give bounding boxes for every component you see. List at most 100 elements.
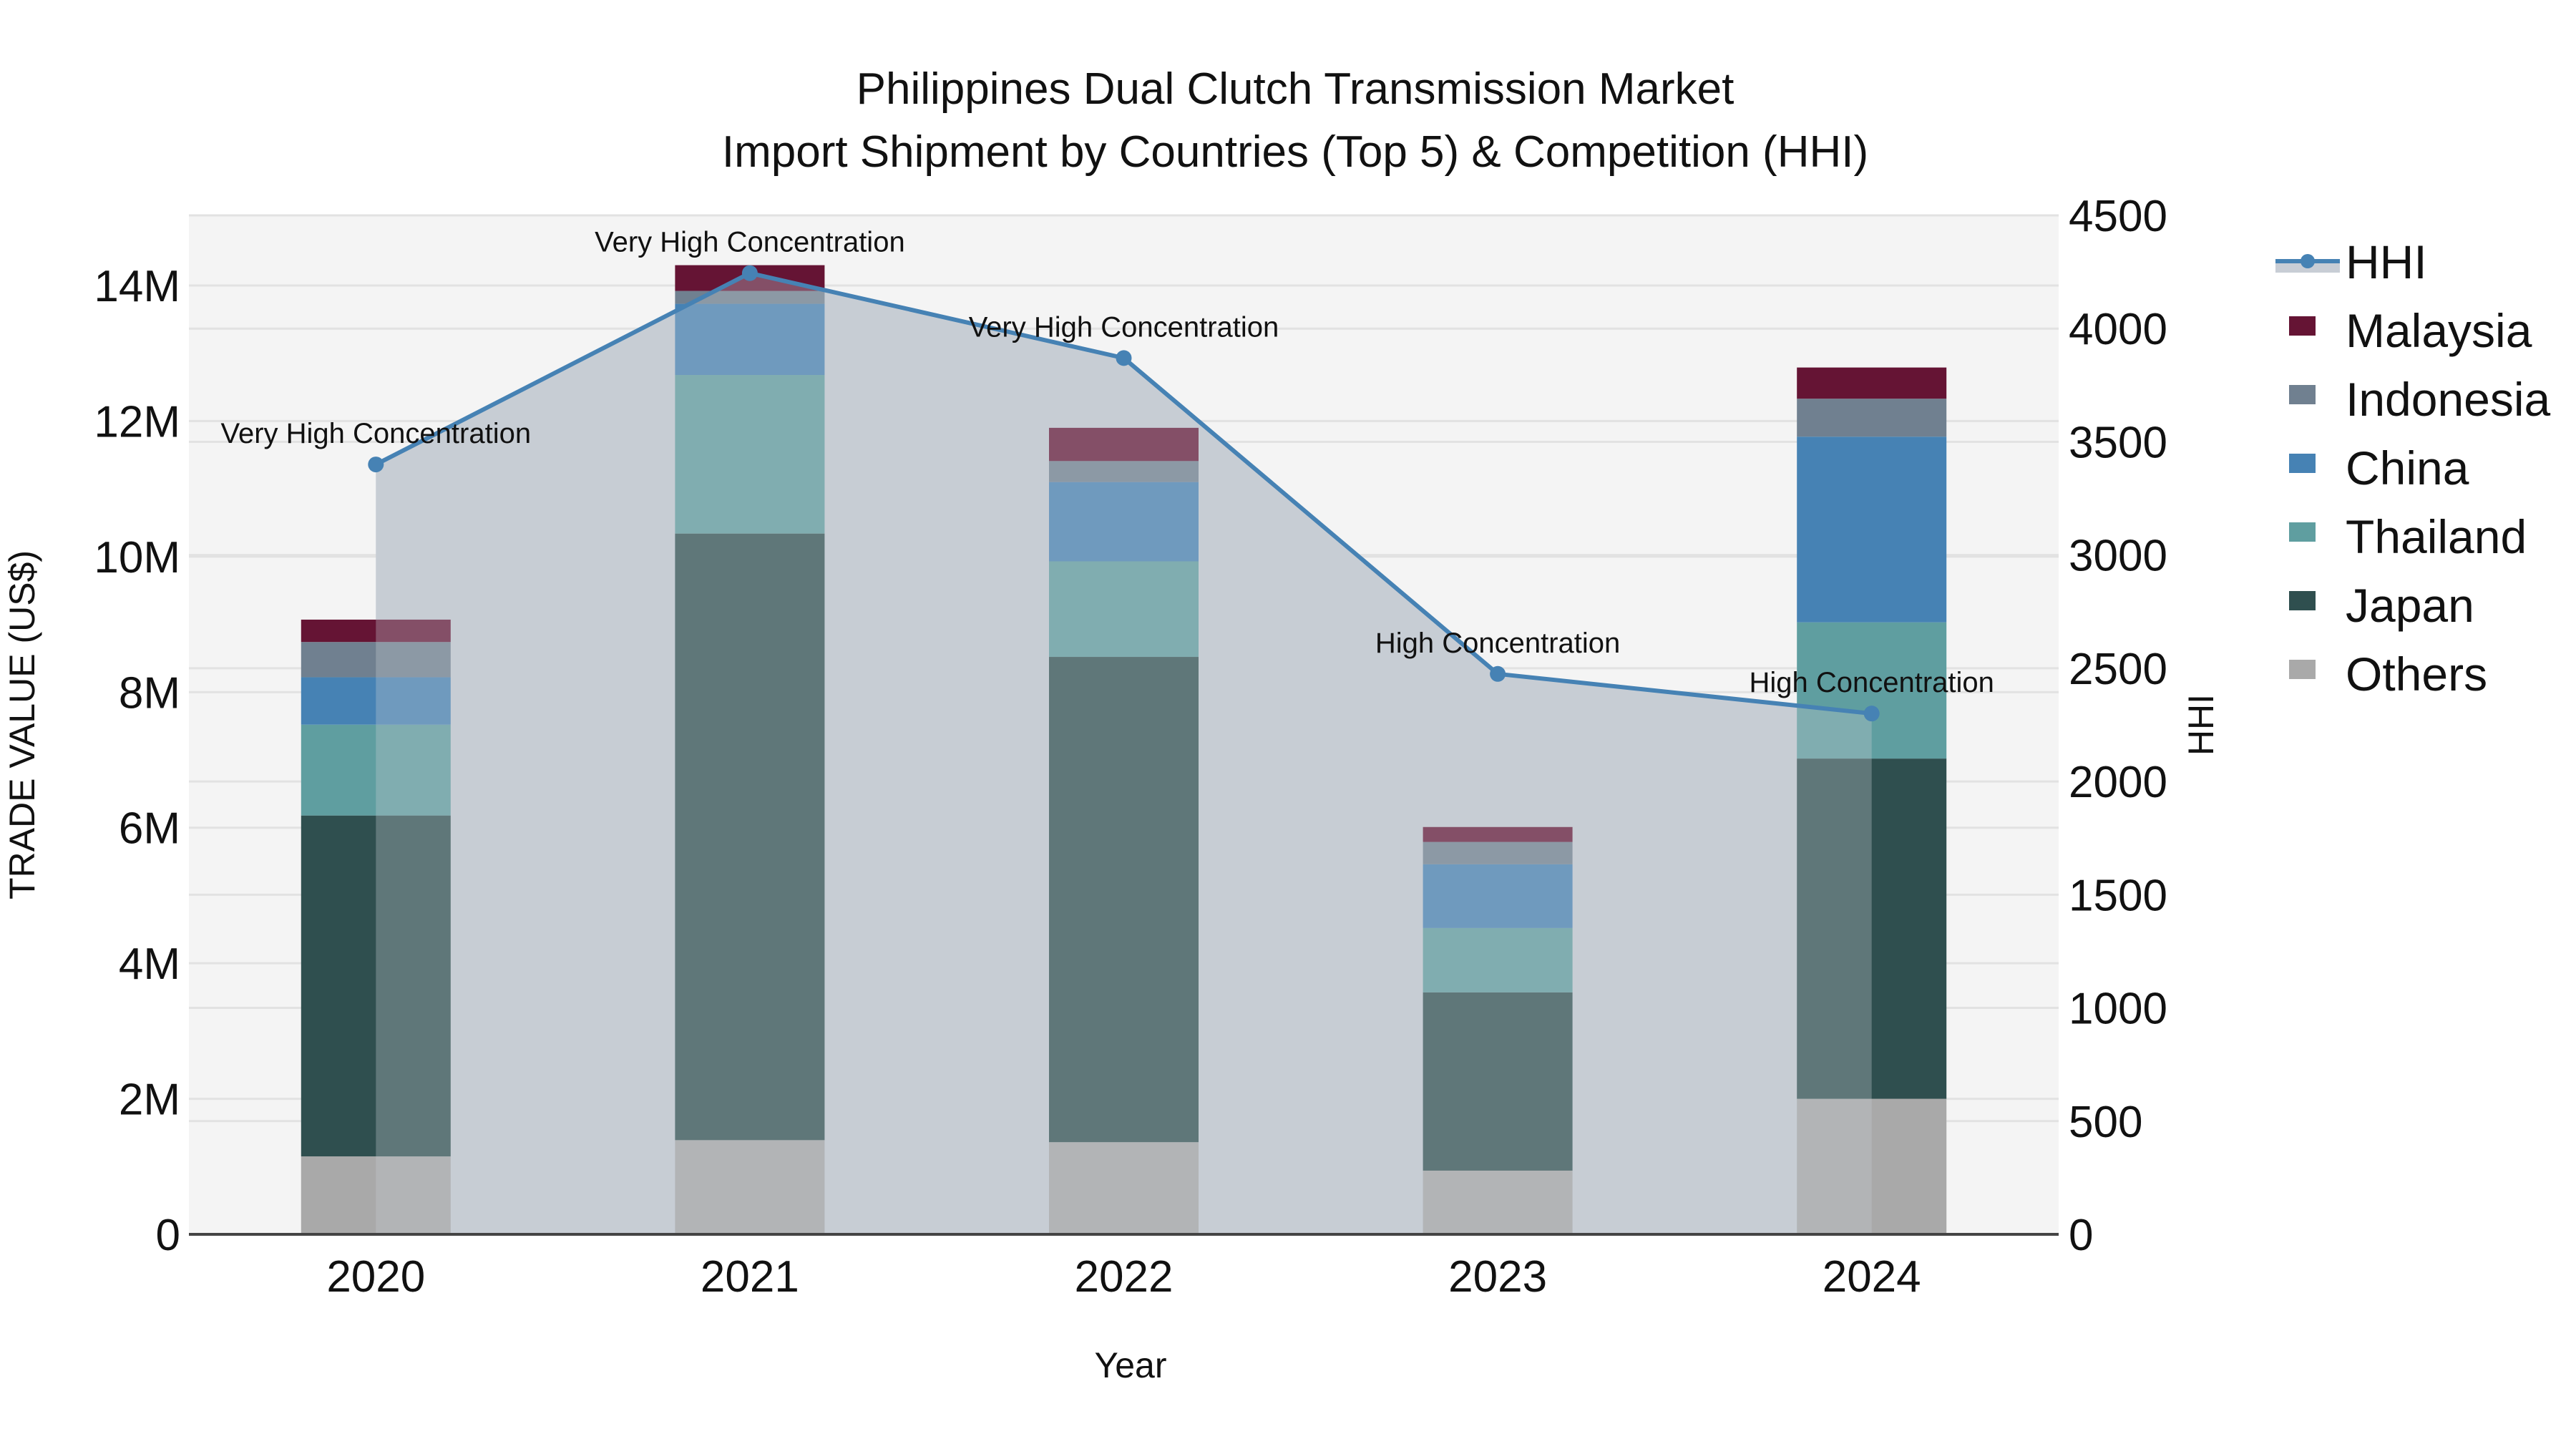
bar-segment-japan [1049, 657, 1199, 1143]
axes: 0 2M 4M 6M 8M 10M 12M 14M 0 500 1000 1500 2000 2500 30… [94, 192, 2167, 1302]
bar-segment-others [301, 1156, 451, 1234]
bar-segment-china [1423, 864, 1573, 928]
y2-tick-label: 3000 [2069, 532, 2167, 581]
x-axis-title: Year [1094, 1345, 1166, 1385]
y-tick-label: 10M [94, 533, 180, 582]
y2-tick-label: 500 [2069, 1098, 2142, 1147]
bar-segment-japan [675, 533, 825, 1141]
bar-segment-malaysia [1049, 427, 1199, 462]
bar-segment-indonesia [1049, 461, 1199, 482]
bar-segment-thailand [1423, 927, 1573, 992]
legend-item-malaysia: Malaysia [2289, 304, 2532, 357]
legend-swatch-icon [2289, 316, 2316, 336]
hhi-annotation-2022: Very High Concentration [969, 311, 1279, 343]
bar-segment-china [675, 303, 825, 376]
hhi-annotation-2020: Very High Concentration [221, 418, 532, 449]
bar-stack-2023 [1423, 826, 1573, 1234]
bar-stack-2020 [301, 619, 451, 1234]
bar-segment-others [1423, 1170, 1573, 1234]
bar-segment-china [1797, 436, 1947, 623]
bar-segment-malaysia [301, 619, 451, 643]
legend-swatch-icon [2289, 454, 2316, 473]
legend-swatch-icon [2289, 660, 2316, 679]
legend-swatch-icon [2289, 385, 2316, 404]
x-tick-label: 2024 [1823, 1252, 1921, 1302]
bar-segment-indonesia [1423, 841, 1573, 864]
legend-label: Thailand [2346, 510, 2527, 563]
hhi-marker-2024 [1863, 706, 1880, 722]
bar-segment-malaysia [1423, 826, 1573, 842]
bar-segment-thailand [1797, 622, 1947, 759]
hhi-marker-2023 [1490, 665, 1506, 682]
legend-item-hhi: HHI [2275, 235, 2427, 288]
bar-segment-others [675, 1140, 825, 1234]
legend-marker-icon [2301, 254, 2315, 268]
y-tick-label: 14M [94, 262, 180, 311]
bar-segment-china [301, 677, 451, 725]
legend-label: Indonesia [2346, 373, 2551, 426]
y2-tick-label: 4000 [2069, 305, 2167, 354]
hhi-annotation-2021: Very High Concentration [595, 227, 905, 258]
bar-segment-japan [1797, 758, 1947, 1099]
legend-swatch-icon [2289, 522, 2316, 542]
bar-segment-japan [301, 815, 451, 1157]
y2-tick-label: 3500 [2069, 418, 2167, 467]
hhi-annotation-2023: High Concentration [1375, 628, 1620, 659]
x-tick-label: 2020 [326, 1252, 425, 1302]
hhi-annotation-2024: High Concentration [1749, 667, 1994, 698]
hhi-marker-2022 [1116, 350, 1132, 366]
y2-tick-label: 0 [2069, 1211, 2093, 1260]
y2-tick-label: 2000 [2069, 758, 2167, 807]
legend-item-thailand: Thailand [2289, 510, 2527, 563]
chart-subtitle: Import Shipment by Countries (Top 5) & C… [722, 127, 1868, 177]
x-tick-label: 2022 [1075, 1252, 1174, 1302]
hhi-marker-2020 [368, 457, 384, 473]
legend-swatch-icon [2289, 591, 2316, 610]
x-tick-label: 2021 [701, 1252, 799, 1302]
bar-segment-thailand [1049, 561, 1199, 658]
bar-stack-2024 [1797, 367, 1947, 1234]
hhi-annotations: Very High Concentration Very High Concent… [221, 227, 1994, 698]
bar-segment-indonesia [301, 642, 451, 678]
bar-stack-2021 [675, 265, 825, 1234]
bar-segment-china [1049, 482, 1199, 562]
hhi-marker-2021 [741, 265, 758, 281]
y2-tick-label: 2500 [2069, 645, 2167, 694]
y2-tick-label: 4500 [2069, 192, 2167, 241]
y-tick-label: 2M [119, 1075, 180, 1125]
x-tick-label: 2023 [1448, 1252, 1547, 1302]
y-axis-title: TRADE VALUE (US$) [2, 550, 42, 899]
legend-item-others: Others [2289, 648, 2487, 701]
bar-segment-malaysia [1797, 367, 1947, 399]
y-tick-label: 8M [119, 668, 180, 718]
legend-label: Others [2346, 648, 2487, 701]
legend-item-indonesia: Indonesia [2289, 373, 2551, 426]
legend-item-china: China [2289, 441, 2469, 494]
y2-tick-label: 1500 [2069, 871, 2167, 920]
bar-segment-others [1049, 1142, 1199, 1234]
hhi-line [368, 265, 1880, 722]
y-tick-label: 12M [94, 397, 180, 447]
legend-item-japan: Japan [2289, 579, 2474, 632]
bar-segment-japan [1423, 992, 1573, 1171]
chart-title: Philippines Dual Clutch Transmission Mar… [857, 64, 1735, 114]
hhi-area-overlay [376, 273, 1872, 1234]
y-tick-label: 4M [119, 940, 180, 989]
legend-label: China [2346, 441, 2469, 494]
hhi-area-overlay-fill [376, 273, 1872, 1234]
legend-label: HHI [2346, 235, 2427, 288]
y2-axis-title: HHI [2181, 694, 2221, 756]
stacked-bars [301, 265, 1947, 1234]
bar-stack-2022 [1049, 427, 1199, 1234]
legend-label: Japan [2346, 579, 2474, 632]
y-tick-label: 6M [119, 804, 180, 854]
bar-segment-indonesia [1797, 399, 1947, 437]
y-tick-label: 0 [156, 1211, 180, 1260]
bar-segment-thailand [301, 724, 451, 816]
legend-label: Malaysia [2346, 304, 2532, 357]
bar-segment-thailand [675, 375, 825, 534]
legend: HHI Malaysia Indonesia China Thailand Japan Ot… [2275, 235, 2551, 701]
bar-segment-others [1797, 1098, 1947, 1234]
y2-tick-label: 1000 [2069, 985, 2167, 1034]
